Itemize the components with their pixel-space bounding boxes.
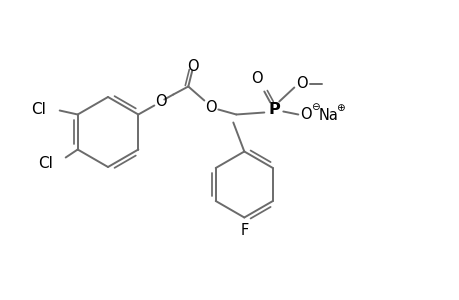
- Text: Na: Na: [318, 108, 337, 123]
- Text: ⊖: ⊖: [310, 101, 319, 112]
- Text: Cl: Cl: [31, 102, 45, 117]
- Text: F: F: [240, 223, 248, 238]
- Text: O: O: [296, 76, 308, 91]
- Text: P: P: [268, 102, 280, 117]
- Text: O: O: [205, 100, 217, 115]
- Text: ⊕: ⊕: [335, 103, 344, 112]
- Text: O: O: [187, 59, 199, 74]
- Text: O: O: [251, 71, 263, 86]
- Text: O: O: [300, 107, 312, 122]
- Text: O: O: [155, 94, 167, 109]
- Text: Cl: Cl: [38, 156, 53, 171]
